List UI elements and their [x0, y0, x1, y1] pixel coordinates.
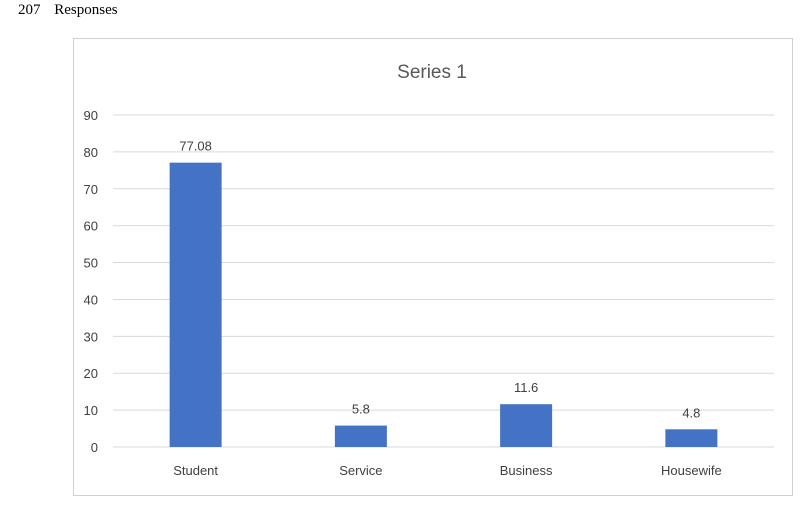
bar-business [500, 404, 553, 447]
x-axis-categories: Student Service Business Housewife [173, 463, 722, 478]
y-tick-label: 0 [91, 440, 98, 455]
y-tick-label: 30 [84, 329, 98, 344]
bars [169, 162, 718, 447]
bar-service [334, 425, 387, 447]
y-tick-label: 90 [84, 108, 98, 123]
bar-student [169, 162, 222, 447]
category-label: Service [339, 463, 382, 478]
data-label: 4.8 [682, 405, 700, 420]
chart-title: Series 1 [397, 62, 467, 83]
y-axis-ticks: 90 80 70 60 50 40 30 20 10 0 [84, 108, 98, 455]
y-tick-label: 40 [84, 292, 98, 307]
response-label: Responses [54, 2, 118, 18]
data-label: 5.8 [352, 402, 370, 417]
grid-lines [113, 114, 774, 448]
y-tick-label: 80 [84, 145, 98, 160]
y-tick-label: 60 [84, 219, 98, 234]
response-count: 207 [18, 2, 41, 18]
data-label: 77.08 [179, 139, 212, 154]
data-labels: 77.08 5.8 11.6 4.8 [179, 139, 700, 421]
data-label: 11.6 [514, 380, 538, 395]
y-tick-label: 10 [84, 403, 98, 418]
category-label: Student [173, 463, 218, 478]
y-tick-label: 70 [84, 182, 98, 197]
category-label: Housewife [661, 463, 722, 478]
bar-housewife [665, 429, 718, 447]
category-label: Business [500, 463, 553, 478]
y-tick-label: 50 [84, 256, 98, 271]
response-header: 207 Responses [18, 2, 118, 19]
y-tick-label: 20 [84, 366, 98, 381]
